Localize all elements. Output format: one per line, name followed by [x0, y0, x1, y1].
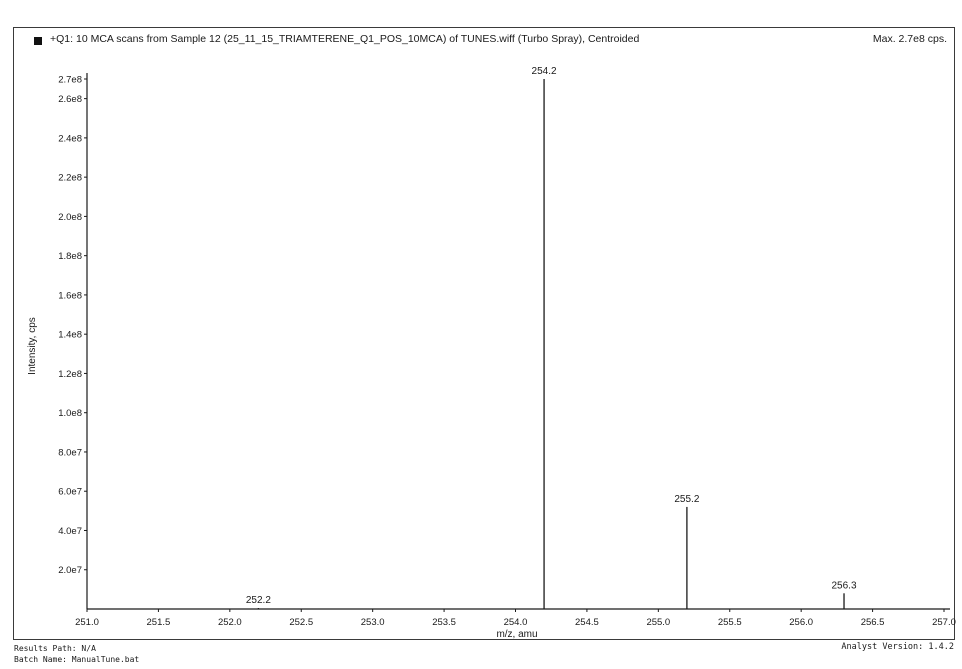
y-tick-label: 2.0e7 [58, 565, 82, 576]
peak-label: 254.2 [532, 66, 557, 77]
y-tick-label: 2.6e8 [58, 94, 82, 105]
x-tick-label: 253.5 [432, 617, 456, 628]
x-tick-label: 252.5 [289, 617, 313, 628]
peak-label: 256.3 [832, 580, 857, 591]
y-tick-label: 6.0e7 [58, 487, 82, 498]
x-tick-label: 251.0 [75, 617, 99, 628]
x-tick-label: 253.0 [361, 617, 385, 628]
chart-title: +Q1: 10 MCA scans from Sample 12 (25_11_… [50, 33, 640, 45]
y-tick-label: 2.2e8 [58, 173, 82, 184]
peak-label: 252.2 [246, 595, 271, 606]
x-tick-label: 256.5 [861, 617, 885, 628]
x-tick-label: 254.0 [504, 617, 528, 628]
x-tick-label: 256.0 [789, 617, 813, 628]
x-tick-label: 251.5 [147, 617, 171, 628]
x-axis-label: m/z, amu [496, 629, 537, 640]
max-intensity-label: Max. 2.7e8 cps. [872, 33, 947, 45]
y-tick-label: 4.0e7 [58, 526, 82, 537]
y-tick-label: 2.7e8 [58, 75, 82, 86]
axes [86, 73, 950, 610]
y-tick-label: 2.0e8 [58, 212, 82, 223]
trace-marker-icon [34, 37, 42, 45]
results-path-label: Results Path: N/A [14, 644, 96, 653]
y-tick-label: 1.0e8 [58, 408, 82, 419]
x-tick-label: 252.0 [218, 617, 242, 628]
x-axis-ticks: 251.0 251.5 252.0 252.5 253.0 253.5 254.0 254.5… [75, 609, 956, 628]
y-tick-label: 1.2e8 [58, 369, 82, 380]
y-tick-label: 1.6e8 [58, 290, 82, 301]
y-axis-label: Intensity, cps [27, 317, 38, 375]
x-tick-label: 255.5 [718, 617, 742, 628]
y-tick-label: 8.0e7 [58, 447, 82, 458]
x-tick-label: 255.0 [646, 617, 670, 628]
x-tick-label: 257.0 [932, 617, 956, 628]
x-tick-label: 254.5 [575, 617, 599, 628]
peak-label: 255.2 [674, 494, 699, 505]
analyst-version-label: Analyst Version: 1.4.2 [841, 642, 954, 652]
batch-name-label: Batch Name: ManualTune.bat [14, 655, 140, 664]
y-axis-ticks: 2.0e7 4.0e7 6.0e7 8.0e7 1.0e8 1.2e8 1.4e8 1.6e8… [58, 75, 87, 576]
peaks: 252.2 254.2 255.2 256.3 [246, 66, 857, 609]
y-tick-label: 1.8e8 [58, 251, 82, 262]
chart-frame [13, 27, 955, 640]
y-tick-label: 2.4e8 [58, 133, 82, 144]
y-tick-label: 1.4e8 [58, 330, 82, 341]
